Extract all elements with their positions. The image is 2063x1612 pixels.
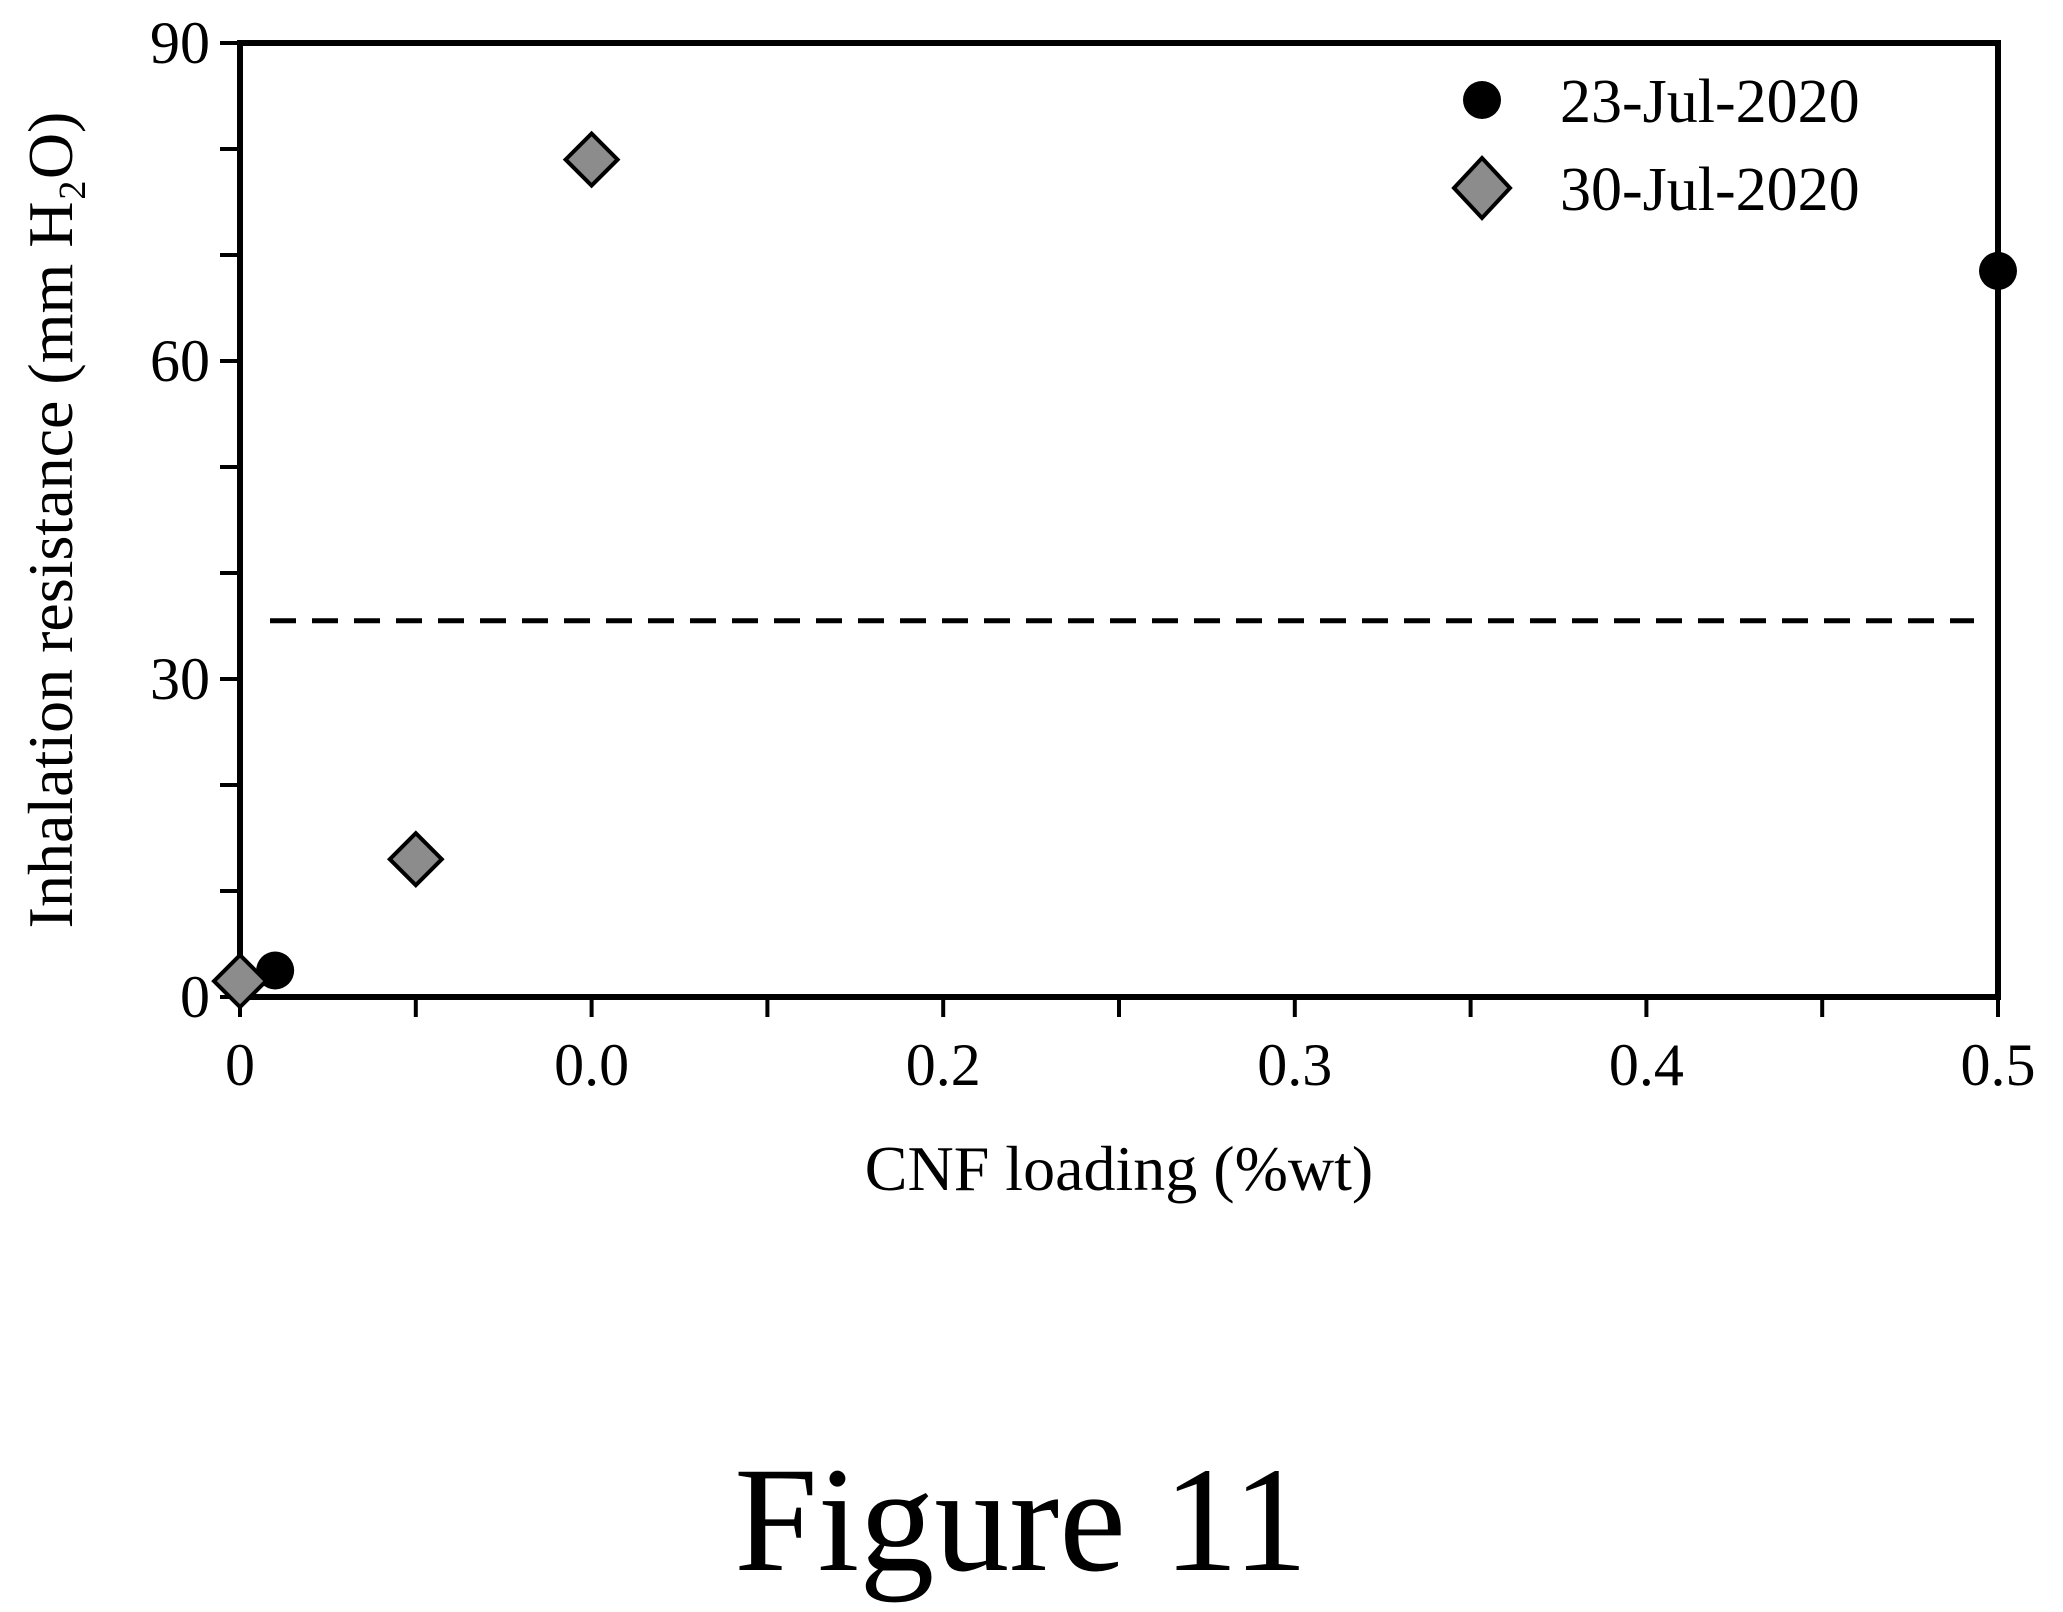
data-point-diamond — [211, 952, 269, 1010]
figure-caption: Figure 11 — [734, 1437, 1308, 1603]
legend-label-23-jul: 23-Jul-2020 — [1560, 68, 1860, 136]
y-axis-title: Inhalation resistance (mm H₂O) — [15, 112, 86, 929]
x-tick-labels: 0 0.0 0.2 0.3 0.4 0.5 — [225, 1032, 2036, 1098]
y-tick-label: 0 — [180, 964, 210, 1030]
data-points — [211, 130, 2017, 1010]
x-tick-label: 0.3 — [1257, 1032, 1332, 1098]
data-point-diamond — [386, 830, 445, 889]
data-point-diamond — [562, 130, 621, 189]
x-axis-title: CNF loading (%wt) — [865, 1133, 1373, 1204]
y-tick-label: 90 — [150, 10, 210, 76]
x-tick-label: 0.5 — [1961, 1032, 2036, 1098]
y-tick-labels: 0 30 60 90 — [150, 10, 210, 1030]
x-tick-label: 0 — [225, 1032, 255, 1098]
legend: 23-Jul-2020 30-Jul-2020 — [1451, 68, 1860, 224]
legend-marker-diamond — [1451, 155, 1513, 221]
y-tick-label: 30 — [150, 646, 210, 712]
y-tick-label: 60 — [150, 328, 210, 394]
x-tick-label: 0.2 — [906, 1032, 981, 1098]
legend-label-30-jul: 30-Jul-2020 — [1560, 156, 1860, 224]
data-point-circle — [1979, 251, 2017, 290]
x-tick-label: 0.4 — [1609, 1032, 1684, 1098]
legend-marker-circle — [1463, 81, 1501, 119]
x-tick-label: 0.0 — [554, 1032, 629, 1098]
